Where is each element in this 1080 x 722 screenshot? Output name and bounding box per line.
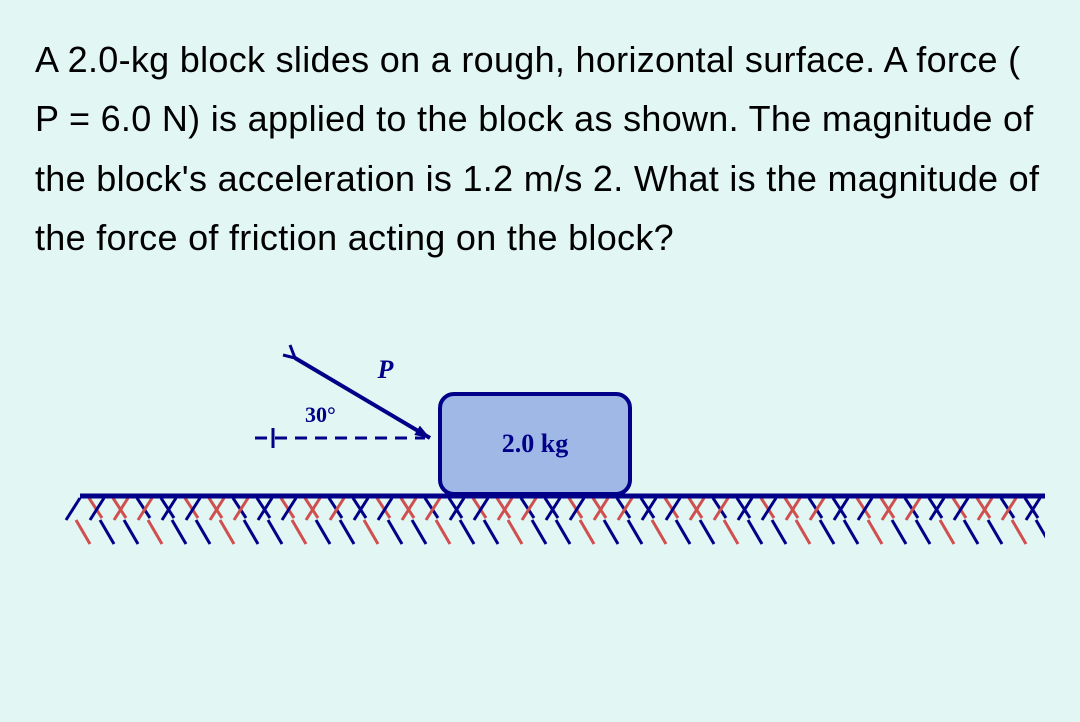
diagram-area: 2.0 kg P 30°: [35, 278, 1045, 558]
svg-text:30°: 30°: [305, 402, 336, 427]
svg-text:P: P: [377, 355, 395, 384]
problem-text: A 2.0-kg block slides on a rough, horizo…: [35, 30, 1045, 268]
physics-diagram: 2.0 kg P 30°: [35, 278, 1045, 558]
page-container: A 2.0-kg block slides on a rough, horizo…: [0, 0, 1080, 722]
svg-text:2.0 kg: 2.0 kg: [502, 429, 568, 458]
